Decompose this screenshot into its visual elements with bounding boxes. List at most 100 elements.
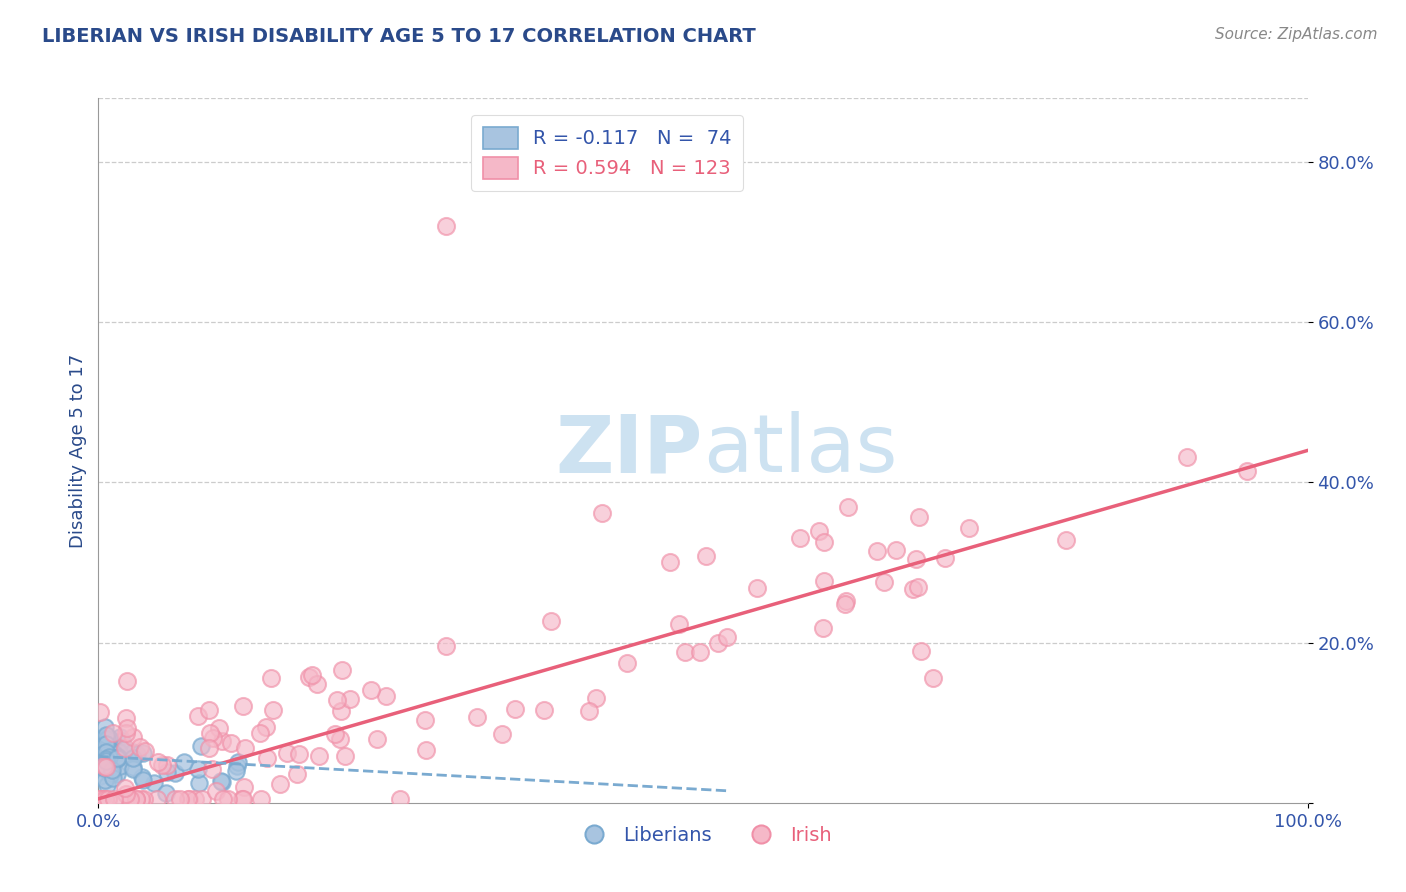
Point bbox=[910, 644, 932, 658]
Point bbox=[232, 792, 254, 806]
Point bbox=[908, 509, 931, 524]
Point bbox=[200, 725, 222, 739]
Point bbox=[330, 704, 353, 718]
Point bbox=[114, 741, 136, 756]
Point bbox=[197, 741, 219, 756]
Point bbox=[219, 736, 242, 750]
Point bbox=[156, 757, 179, 772]
Point bbox=[96, 732, 118, 747]
Point bbox=[540, 614, 562, 628]
Point bbox=[115, 721, 138, 735]
Point bbox=[415, 743, 437, 757]
Point bbox=[89, 792, 111, 806]
Point bbox=[89, 705, 111, 719]
Point bbox=[146, 756, 169, 770]
Point bbox=[132, 746, 155, 760]
Point bbox=[212, 792, 235, 806]
Point bbox=[94, 754, 117, 768]
Point bbox=[232, 780, 254, 794]
Point bbox=[228, 755, 250, 769]
Point bbox=[287, 747, 309, 762]
Point bbox=[127, 747, 149, 761]
Point bbox=[97, 757, 120, 772]
Point bbox=[146, 792, 169, 806]
Point bbox=[745, 581, 768, 595]
Point bbox=[187, 709, 209, 723]
Point bbox=[89, 733, 111, 747]
Point bbox=[124, 792, 146, 806]
Point bbox=[873, 575, 896, 590]
Point bbox=[96, 779, 118, 793]
Point bbox=[101, 763, 124, 777]
Point bbox=[97, 754, 120, 768]
Point bbox=[110, 730, 132, 744]
Point bbox=[93, 759, 115, 773]
Point bbox=[233, 740, 256, 755]
Point bbox=[186, 762, 208, 776]
Point bbox=[121, 730, 143, 744]
Point bbox=[366, 732, 388, 747]
Point bbox=[93, 773, 115, 788]
Point bbox=[90, 792, 112, 806]
Point bbox=[103, 747, 125, 761]
Point bbox=[904, 552, 927, 566]
Point bbox=[121, 763, 143, 777]
Point bbox=[323, 727, 346, 741]
Point bbox=[105, 766, 128, 780]
Point bbox=[121, 750, 143, 764]
Point bbox=[101, 726, 124, 740]
Point bbox=[202, 731, 225, 746]
Point bbox=[934, 551, 956, 566]
Point bbox=[89, 758, 111, 772]
Point bbox=[716, 630, 738, 644]
Point bbox=[108, 759, 131, 773]
Point bbox=[94, 728, 117, 742]
Point bbox=[197, 702, 219, 716]
Point bbox=[307, 676, 329, 690]
Point bbox=[333, 749, 356, 764]
Point bbox=[96, 758, 118, 772]
Point bbox=[183, 792, 205, 806]
Point bbox=[467, 710, 489, 724]
Point bbox=[835, 594, 858, 608]
Point bbox=[163, 766, 186, 780]
Point bbox=[97, 754, 120, 768]
Point bbox=[578, 704, 600, 718]
Point bbox=[97, 757, 120, 772]
Y-axis label: Disability Age 5 to 17: Disability Age 5 to 17 bbox=[69, 353, 87, 548]
Point bbox=[97, 743, 120, 757]
Point bbox=[90, 756, 112, 771]
Point bbox=[122, 760, 145, 774]
Point bbox=[249, 726, 271, 740]
Point bbox=[104, 752, 127, 766]
Point bbox=[211, 775, 233, 789]
Point bbox=[103, 746, 125, 760]
Point bbox=[122, 745, 145, 759]
Point bbox=[156, 765, 179, 780]
Point bbox=[308, 749, 330, 764]
Point bbox=[118, 792, 141, 806]
Point bbox=[98, 762, 121, 776]
Point bbox=[413, 713, 436, 727]
Legend: Liberians, Irish: Liberians, Irish bbox=[567, 819, 839, 853]
Point bbox=[94, 792, 117, 806]
Point bbox=[217, 792, 239, 806]
Point bbox=[96, 752, 118, 766]
Point bbox=[673, 645, 696, 659]
Point bbox=[957, 521, 980, 535]
Point bbox=[211, 733, 233, 747]
Point bbox=[169, 792, 191, 806]
Point bbox=[94, 720, 117, 734]
Point bbox=[434, 219, 457, 234]
Point bbox=[105, 752, 128, 766]
Point bbox=[91, 755, 114, 769]
Text: atlas: atlas bbox=[703, 411, 897, 490]
Point bbox=[111, 792, 134, 806]
Point bbox=[225, 764, 247, 778]
Point bbox=[155, 786, 177, 800]
Point bbox=[100, 765, 122, 780]
Point bbox=[179, 792, 201, 806]
Point bbox=[188, 776, 211, 790]
Point bbox=[249, 792, 271, 806]
Point bbox=[865, 543, 887, 558]
